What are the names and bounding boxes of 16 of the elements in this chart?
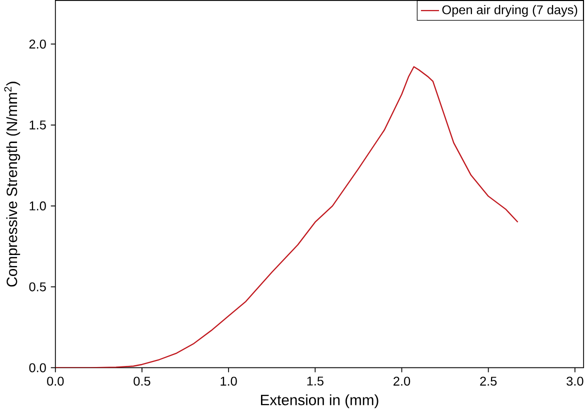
y-tick-label: 2.0 [29,39,46,48]
y-tick-label: 0.5 [29,282,46,292]
y-tick-label: 0.0 [29,363,46,372]
line-series [55,66,518,368]
x-tick-label: 1.0 [220,376,237,386]
x-tick-label: 2.5 [480,376,497,386]
x-tick-label: 1.5 [307,376,324,386]
legend-label: Open air drying (7 days) [442,4,578,17]
y-tick-label: 1.0 [30,201,46,210]
y-tick-label: 1.5 [30,120,46,130]
x-axis-title: Extension in (mm) [261,394,378,408]
x-tick-label: 3.0 [566,376,584,386]
x-tick-label: 0.5 [134,376,150,386]
y-axis-title: Compressive Strength (N/mm$^{2}$) [4,82,20,286]
x-tick-label: 0.0 [47,376,64,386]
x-tick-label: 2.0 [394,376,410,386]
